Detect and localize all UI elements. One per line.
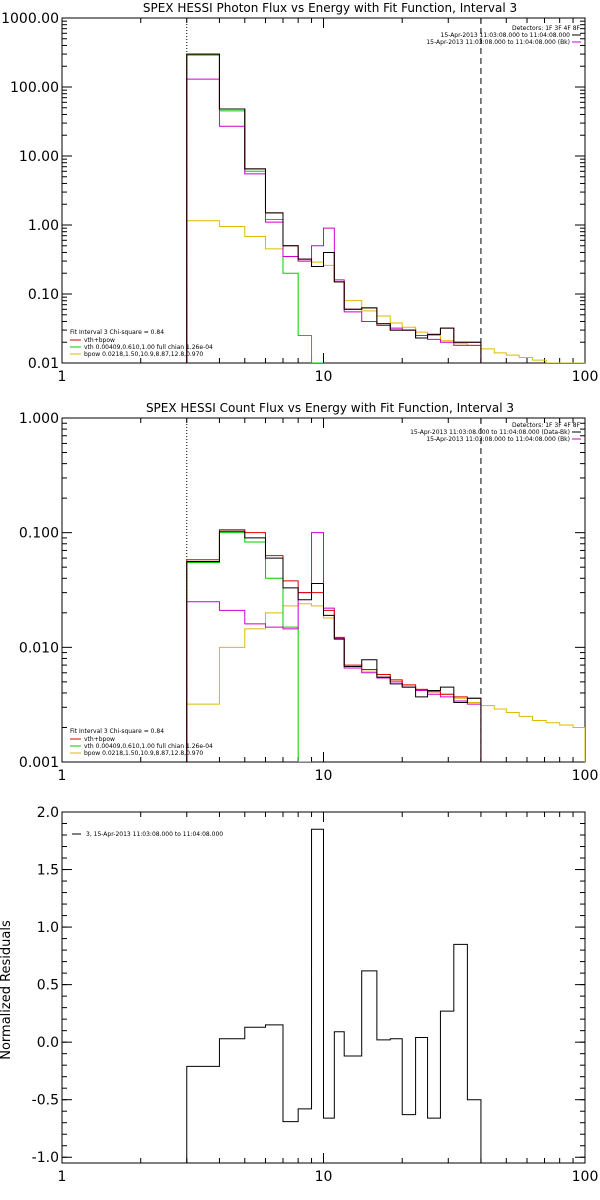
- count-legend-line-1: Detectors: 1F 3F 4F 8F: [512, 422, 581, 429]
- count-fit-legend-2: vth+bpow: [84, 736, 115, 743]
- count-y-tick-label: 0.100: [19, 526, 59, 542]
- residuals-series-group: [186, 828, 482, 1163]
- residuals-y-tick-label: -0.5: [32, 1093, 59, 1109]
- residuals-x-axis: 1 10 100: [58, 812, 599, 1185]
- residuals-series-data: [186, 828, 482, 1163]
- residuals-panel: 1 10 100 -1.0 -0.5 0.0 0.5 1.0 1.5 2.0 Normalized…: [0, 805, 598, 1185]
- count-y-tick-label: 0.010: [19, 640, 59, 656]
- residuals-x-tick-label: 10: [315, 1169, 333, 1185]
- photon-y-tick-label: 0.10: [28, 287, 59, 303]
- count-series-vth: [186, 532, 312, 762]
- photon-flux-title: SPEX HESSI Photon Flux vs Energy with Fi…: [143, 1, 517, 15]
- count-series-bpow: [186, 603, 585, 762]
- photon-y-tick-label: 10.00: [19, 149, 59, 165]
- count-flux-title: SPEX HESSI Count Flux vs Energy with Fit…: [146, 401, 514, 415]
- photon-flux-panel: SPEX HESSI Photon Flux vs Energy with Fi…: [1, 1, 598, 385]
- count-fit-legend-3: vth 0.00409,0.610,1.00 full chian 1.26e-…: [84, 743, 213, 750]
- count-y-axis: 0.001 0.010 0.100 1.000: [19, 411, 585, 771]
- residuals-y-tick-label: 2.0: [37, 805, 59, 821]
- residuals-y-tick-label: 1.0: [37, 920, 59, 936]
- photon-x-tick-label: 10: [315, 369, 333, 385]
- residuals-legend-text: 3, 15-Apr-2013 11:03:08.000 to 11:04:08.…: [86, 831, 223, 838]
- photon-y-tick-label: 100.00: [10, 80, 59, 96]
- residuals-x-tick-label: 100: [572, 1169, 599, 1185]
- residuals-y-tick-label: 0.5: [37, 978, 59, 994]
- count-y-tick-label: 1.000: [19, 411, 59, 427]
- count-x-tick-label: 1: [58, 768, 67, 784]
- count-series-data: [186, 530, 482, 762]
- count-fit-legend-4: bpow 0.0218,1.50,10.9,8.87,12.8,0.970: [84, 750, 203, 757]
- photon-x-tick-label: 1: [58, 369, 67, 385]
- count-legend-line-2: 15-Apr-2013 11:03:08.000 to 11:04:08.000…: [410, 429, 570, 436]
- residuals-y-axis: -1.0 -0.5 0.0 0.5 1.0 1.5 2.0: [32, 805, 585, 1166]
- photon-fit-legend-4: bpow 0.0218,1.50,10.9,8.87,12.8,0.970: [84, 351, 203, 358]
- count-x-tick-label: 10: [315, 768, 333, 784]
- residuals-y-tick-label: 0.0: [37, 1035, 59, 1051]
- count-x-tick-label: 100: [572, 768, 599, 784]
- count-series-group: [186, 529, 585, 762]
- photon-x-tick-label: 100: [572, 369, 599, 385]
- count-fit-legend-1: Fit Interval 3 Chi-square = 0.84: [70, 728, 164, 735]
- photon-legend-line-3: 15-Apr-2013 11:03:08.000 to 11:04:08.000…: [426, 39, 570, 46]
- count-flux-plot-area: 1 10 100 0.001 0.010 0.100 1.000: [19, 411, 598, 784]
- residuals-y-tick-label: 1.5: [37, 863, 59, 879]
- photon-flux-plot-area: 1 10 100 0.01 0.10 1.00 10.00 100.00 1000.00: [1, 11, 598, 385]
- count-legend-line-3: 15-Apr-2013 11:03:08.000 to 11:04:08.000…: [426, 436, 570, 443]
- photon-series-bpow: [186, 220, 585, 363]
- residuals-ylabel: Normalized Residuals: [0, 920, 14, 1060]
- photon-y-tick-label: 1.00: [28, 218, 59, 234]
- photon-y-tick-label: 1000.00: [1, 11, 59, 27]
- photon-series-bk: [186, 78, 482, 363]
- count-series-total: [186, 529, 482, 762]
- count-flux-panel: SPEX HESSI Count Flux vs Energy with Fit…: [19, 401, 598, 784]
- photon-series-data: [186, 53, 482, 363]
- photon-fit-legend-1: Fit Interval 3 Chi-square = 0.84: [70, 329, 164, 336]
- residuals-x-tick-label: 1: [58, 1169, 67, 1185]
- photon-fit-legend-2: vth+bpow: [84, 337, 115, 344]
- photon-axes-frame: [61, 17, 586, 364]
- photon-fit-legend-3: vth 0.00409,0.610,1.00 full chian 1.26e-…: [84, 344, 213, 351]
- photon-y-axis: 0.01 0.10 1.00 10.00 100.00 1000.00: [1, 11, 585, 372]
- residuals-plot-area: 1 10 100 -1.0 -0.5 0.0 0.5 1.0 1.5 2.0: [32, 805, 599, 1185]
- photon-legend-line-2: 15-Apr-2013 11:03:08.000 to 11:04:08.000: [441, 32, 571, 39]
- residuals-y-tick-label: -1.0: [32, 1150, 59, 1166]
- count-y-tick-label: 0.001: [19, 755, 59, 771]
- photon-series-total: [186, 53, 482, 363]
- photon-series-group: [186, 53, 585, 363]
- photon-legend-line-1: Detectors: 1F 3F 4F 8F: [512, 25, 581, 32]
- photon-y-tick-label: 0.01: [28, 356, 59, 372]
- photon-series-vth: [186, 54, 324, 363]
- count-series-bk: [186, 532, 482, 762]
